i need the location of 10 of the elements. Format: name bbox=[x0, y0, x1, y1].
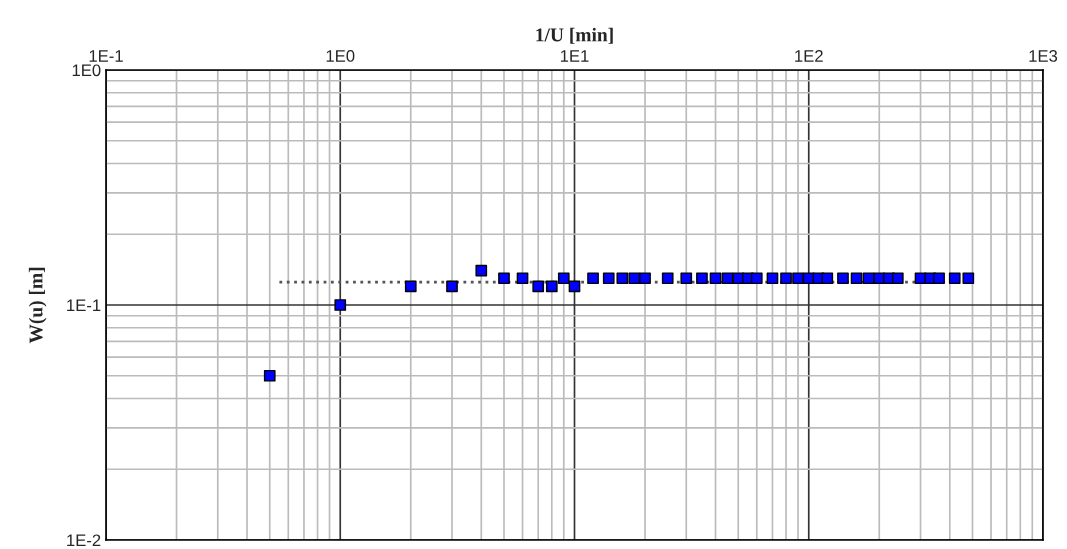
x-tick-label: 1E-1 bbox=[89, 50, 123, 62]
x-axis-title: 1/U [min] bbox=[536, 27, 613, 44]
x-tick-label: 1E3 bbox=[1029, 50, 1058, 62]
y-tick-label: 1E-2 bbox=[67, 534, 101, 547]
y-tick-label: 1E-1 bbox=[67, 299, 101, 312]
x-tick-label: 1E2 bbox=[795, 50, 823, 62]
x-tick-label: 1E0 bbox=[326, 50, 355, 62]
y-tick-label: 1E0 bbox=[72, 64, 101, 77]
x-tick-label: 1E1 bbox=[560, 50, 589, 62]
y-axis-title: W(u) [m] bbox=[28, 267, 47, 344]
